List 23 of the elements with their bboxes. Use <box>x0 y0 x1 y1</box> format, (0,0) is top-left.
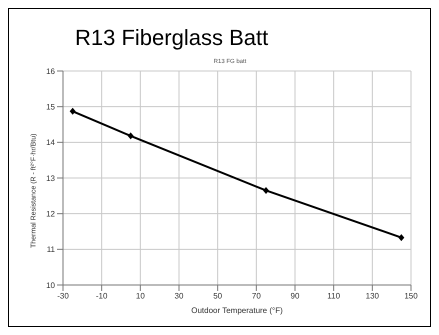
y-tick-label: 16 <box>46 66 56 76</box>
y-tick-label: 12 <box>46 210 56 219</box>
x-tick-label: -10 <box>96 292 108 301</box>
point <box>398 234 404 242</box>
x-tick-label: 130 <box>366 292 380 301</box>
x-tick-label: 90 <box>290 292 300 301</box>
x-tick-label: 70 <box>252 292 262 301</box>
x-tick-label: -30 <box>57 292 70 301</box>
x-tick-label: 10 <box>136 292 146 301</box>
x-axis-title: Outdoor Temperature (°F) <box>191 306 284 315</box>
point <box>263 186 269 194</box>
y-tick-label: 14 <box>46 138 56 148</box>
point <box>128 132 134 140</box>
x-tick-label: 30 <box>174 292 184 301</box>
y-tick-label: 13 <box>46 174 56 183</box>
point <box>70 108 76 115</box>
y-tick-label: 11 <box>46 245 56 254</box>
y-tick-label: 15 <box>46 102 56 112</box>
x-tick-label: 150 <box>404 292 418 301</box>
chart-title: R13 Fiberglass Batt <box>75 25 268 51</box>
y-tick-label: 10 <box>46 280 56 290</box>
x-tick-label: 50 <box>213 292 223 301</box>
x-tick-label: 110 <box>327 292 341 301</box>
